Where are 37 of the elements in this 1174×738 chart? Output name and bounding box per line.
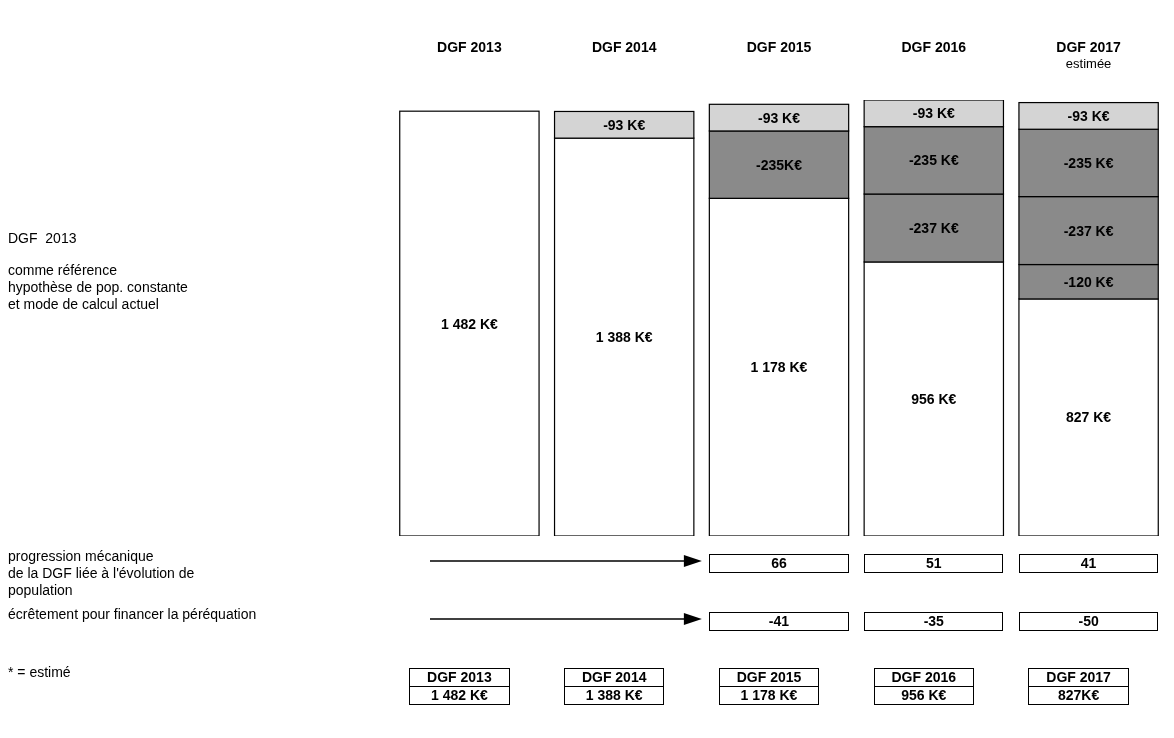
annotation: -235K€: [756, 156, 803, 173]
annotation: -237 K€: [908, 219, 959, 236]
data-label: 1 178 K€: [750, 359, 808, 376]
annotation: -237 K€: [1063, 222, 1114, 239]
annotation: -235 K€: [1063, 154, 1114, 171]
text: 51: [864, 554, 1004, 573]
annotation: -235 K€: [908, 152, 959, 169]
text: DGF 2016 956 K€: [890, 668, 958, 705]
text: -50: [1018, 612, 1159, 631]
x-tick-label: DGF 2014: [591, 39, 657, 55]
text: 41: [1018, 554, 1159, 573]
annotation: -93 K€: [912, 105, 956, 122]
x-tick-label: DGF 2015: [746, 39, 812, 55]
text: -41: [709, 612, 849, 631]
x-tick-label: DGF 2017 estimée: [1056, 39, 1122, 71]
text: * = estimé: [8, 664, 71, 681]
data-label: 956 K€: [911, 390, 957, 407]
text: 66: [709, 554, 849, 573]
text: DGF 2017 827K€: [1045, 668, 1112, 705]
text: -35: [864, 612, 1004, 631]
text: écrêtement pour financer la péréquation: [8, 606, 257, 623]
annotation: -93 K€: [603, 116, 646, 133]
text: DGF 2013: [8, 230, 77, 247]
data-label: 827 K€: [1066, 409, 1112, 426]
x-tick-label: DGF 2016: [901, 39, 967, 55]
bar: [399, 110, 540, 536]
x-tick-label: DGF 2013: [437, 39, 502, 55]
data-label: 1 482 K€: [440, 315, 499, 332]
annotation: -93 K€: [757, 109, 801, 126]
text: DGF 2015 1 178 K€: [735, 668, 803, 705]
text: DGF 2014 1 388 K€: [580, 668, 648, 705]
annotation: -93 K€: [1067, 107, 1110, 124]
annotation: -120 K€: [1063, 273, 1114, 290]
text: progression mécanique de la DGF liée à l'évolution de population: [8, 548, 195, 599]
text: comme référence hypothèse de pop. constante et mode de calcul actuel: [8, 262, 188, 313]
data-label: 1 388 K€: [595, 329, 653, 346]
text: DGF 2013 1 482 K€: [426, 668, 493, 705]
